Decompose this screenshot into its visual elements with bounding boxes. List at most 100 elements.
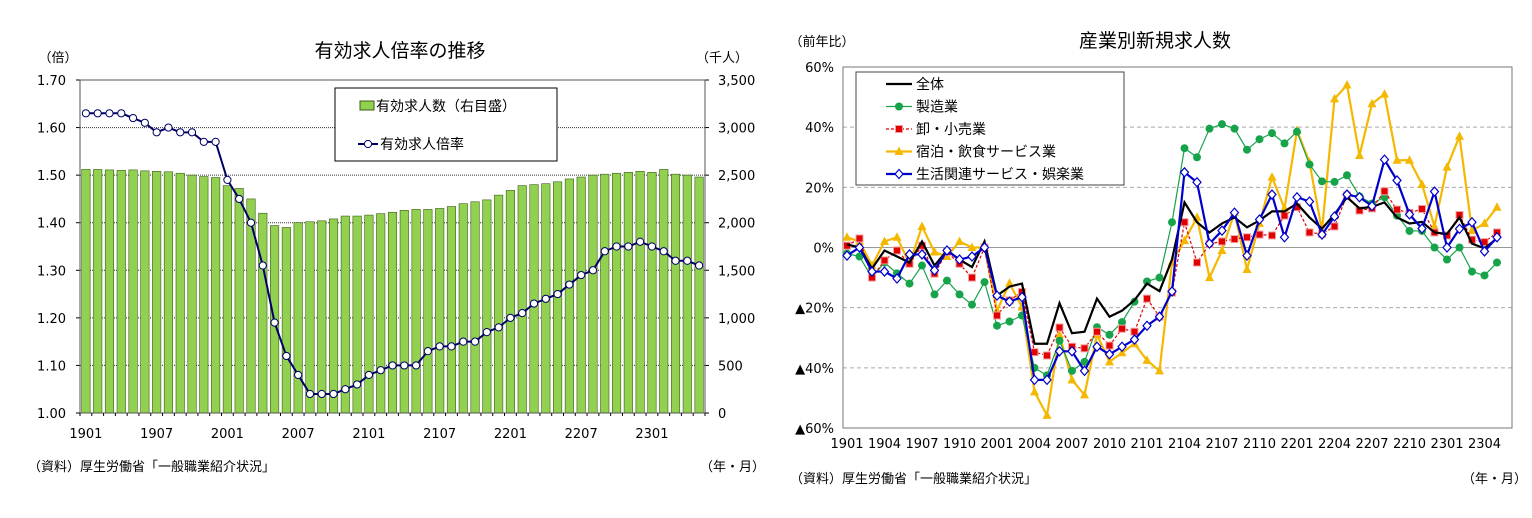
bar bbox=[93, 169, 103, 414]
data-point bbox=[1043, 351, 1051, 360]
data-point bbox=[867, 266, 877, 277]
data-point bbox=[1079, 365, 1090, 377]
data-point bbox=[1004, 296, 1015, 308]
data-point bbox=[968, 300, 976, 309]
bar bbox=[128, 169, 138, 414]
right-y-tick: 1,000 bbox=[718, 312, 755, 327]
x-tick: 2001 bbox=[980, 437, 1013, 452]
data-point bbox=[929, 264, 940, 276]
ratio-point bbox=[317, 389, 326, 399]
data-point bbox=[1005, 278, 1014, 287]
series-3 bbox=[842, 80, 1502, 419]
bar bbox=[694, 176, 704, 414]
data-point bbox=[1205, 272, 1214, 282]
ratio-point bbox=[258, 261, 267, 270]
data-point bbox=[1229, 207, 1240, 219]
data-point bbox=[1280, 211, 1289, 220]
ratio-point bbox=[223, 175, 232, 184]
ratio-point bbox=[329, 389, 338, 399]
x-tick: 1901 bbox=[69, 427, 102, 442]
data-point bbox=[1268, 231, 1276, 240]
data-point bbox=[1005, 317, 1014, 326]
ratio-point bbox=[246, 218, 256, 227]
bar bbox=[222, 185, 232, 414]
chart-title: 産業別新規求人数 bbox=[1079, 30, 1231, 52]
ratio-point bbox=[565, 280, 574, 289]
ratio-point bbox=[152, 128, 161, 137]
data-point bbox=[967, 251, 977, 262]
x-tick: 2201 bbox=[494, 427, 527, 442]
data-point bbox=[1180, 218, 1189, 227]
data-point bbox=[1404, 209, 1415, 220]
ratio-point bbox=[199, 137, 208, 146]
x-tick: 1907 bbox=[140, 427, 173, 442]
data-point bbox=[1418, 204, 1426, 213]
x-tick: 2201 bbox=[1280, 437, 1313, 452]
data-point bbox=[1217, 245, 1227, 255]
ratio-point bbox=[577, 270, 586, 280]
y-tick: ▲40% bbox=[795, 362, 834, 377]
data-point bbox=[930, 290, 939, 299]
data-point bbox=[1430, 221, 1439, 230]
bar bbox=[163, 171, 173, 414]
x-tick: 2107 bbox=[423, 427, 456, 442]
data-point bbox=[1329, 211, 1340, 222]
data-point bbox=[1080, 344, 1089, 353]
data-point bbox=[1142, 355, 1152, 364]
data-point bbox=[1492, 231, 1502, 243]
data-point bbox=[1343, 171, 1351, 180]
bar bbox=[187, 174, 197, 414]
new-job-offers-by-industry-chart: 産業別新規求人数 （前年比） 60% 40% 20% 0% ▲20% ▲40% ▲60%1901… bbox=[789, 30, 1527, 487]
ratio-point bbox=[211, 137, 220, 146]
legend-label: 生活関連サービス・娯楽業 bbox=[916, 167, 1084, 183]
ratio-point bbox=[176, 128, 185, 137]
data-point bbox=[1117, 341, 1127, 353]
data-point bbox=[917, 221, 927, 230]
ratio-point bbox=[305, 389, 315, 399]
data-point bbox=[1467, 225, 1477, 235]
data-point bbox=[879, 266, 890, 277]
x-tick: 2101 bbox=[1130, 437, 1163, 452]
data-point bbox=[1318, 177, 1326, 186]
ratio-point bbox=[105, 109, 114, 118]
data-point bbox=[1405, 226, 1414, 235]
data-point bbox=[1392, 155, 1402, 164]
data-point bbox=[1093, 327, 1101, 336]
ratio-point bbox=[494, 323, 503, 332]
bar bbox=[564, 178, 574, 414]
data-point bbox=[1230, 235, 1239, 244]
right-axis-unit: （千人） bbox=[696, 51, 748, 66]
legend-bar-swatch bbox=[359, 100, 375, 111]
ratio-point bbox=[470, 337, 480, 346]
data-point bbox=[1292, 191, 1302, 203]
bar bbox=[659, 169, 669, 414]
left-y-tick: 1.40 bbox=[37, 217, 66, 232]
data-point bbox=[1042, 410, 1052, 419]
x-tick: 2301 bbox=[1430, 437, 1463, 452]
data-point bbox=[918, 261, 926, 270]
data-point bbox=[1179, 166, 1190, 178]
ratio-point bbox=[140, 118, 149, 127]
data-point bbox=[1243, 233, 1251, 242]
data-point bbox=[1042, 374, 1052, 386]
legend-label: 卸・小売業 bbox=[916, 122, 986, 138]
data-point bbox=[1392, 175, 1402, 186]
bar bbox=[317, 220, 327, 414]
data-point bbox=[1105, 356, 1114, 366]
data-point bbox=[1468, 267, 1476, 276]
data-point bbox=[855, 234, 864, 243]
data-point bbox=[1205, 124, 1214, 133]
data-point bbox=[1218, 237, 1226, 246]
ratio-point bbox=[529, 299, 539, 308]
data-point bbox=[992, 290, 1002, 302]
bar bbox=[446, 206, 457, 414]
data-point bbox=[1304, 196, 1315, 207]
data-point bbox=[854, 242, 865, 253]
ratio-point bbox=[411, 361, 421, 370]
data-point bbox=[967, 242, 977, 251]
left-y-tick: 1.10 bbox=[37, 359, 66, 374]
y-tick: 60% bbox=[805, 61, 834, 76]
ratio-point bbox=[341, 385, 350, 394]
ratio-point bbox=[235, 194, 244, 204]
series-4 bbox=[842, 154, 1502, 386]
